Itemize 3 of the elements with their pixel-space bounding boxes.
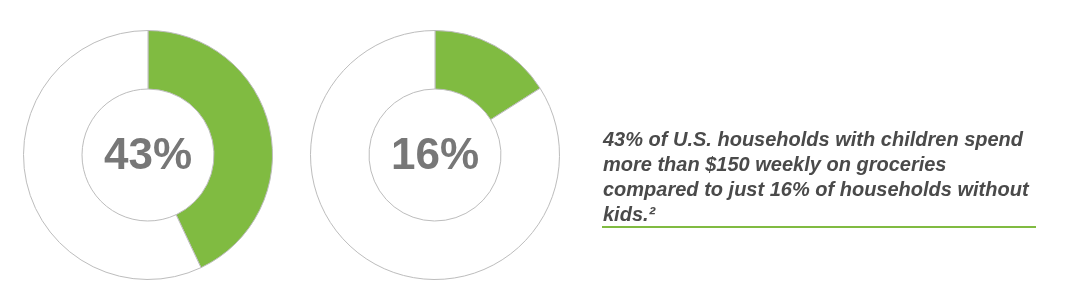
- data-label: 43%: [103, 129, 193, 179]
- data-label: 16%: [390, 129, 480, 179]
- text: 43% of U.S. households with children spend more than $150 weekly on groceries compared to just 16% of households without kids.²: [603, 127, 1031, 227]
